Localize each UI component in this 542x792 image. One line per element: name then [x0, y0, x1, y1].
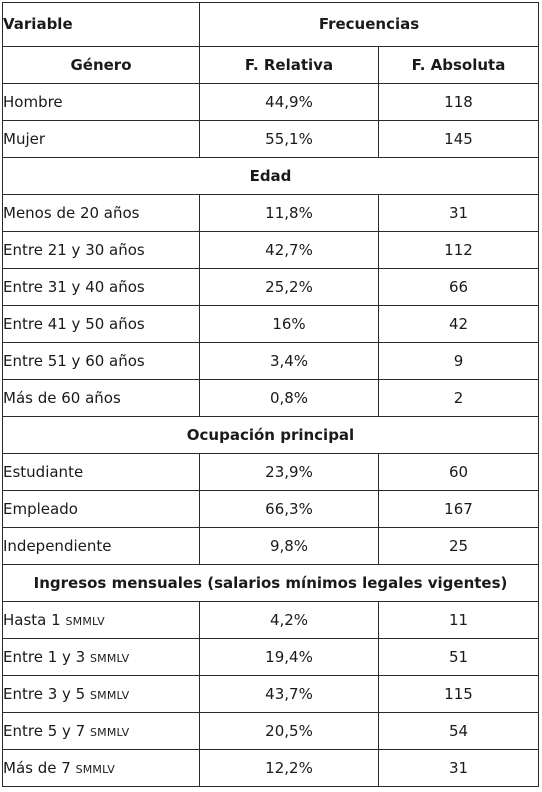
col-relativa-header: F. Relativa [199, 46, 379, 84]
row-absoluta: 112 [378, 231, 539, 269]
row-label: Independiente [2, 527, 200, 565]
header-row: Variable Frecuencias [2, 2, 539, 47]
row-relativa: 43,7% [199, 675, 379, 713]
unit-label: SMMLV [89, 725, 130, 739]
table-row: Entre 5 y 7 SMMLV 20,5% 54 [2, 712, 539, 750]
row-label: Entre 21 y 30 años [2, 231, 200, 269]
col-absoluta-header: F. Absoluta [378, 46, 539, 84]
row-absoluta: 9 [378, 342, 539, 380]
row-absoluta: 51 [378, 638, 539, 676]
row-label: Menos de 20 años [2, 194, 200, 232]
row-label: Más de 7 [3, 758, 71, 777]
row-label-cell: Entre 5 y 7 SMMLV [2, 712, 200, 750]
table-row: Entre 51 y 60 años 3,4% 9 [2, 342, 539, 380]
row-absoluta: 60 [378, 453, 539, 491]
table-row: Entre 31 y 40 años 25,2% 66 [2, 268, 539, 306]
row-relativa: 19,4% [199, 638, 379, 676]
row-label: Mujer [2, 120, 200, 158]
row-absoluta: 145 [378, 120, 539, 158]
row-absoluta: 66 [378, 268, 539, 306]
row-absoluta: 31 [378, 194, 539, 232]
unit-label: SMMLV [89, 651, 130, 665]
variable-header: Variable [2, 2, 200, 47]
edad-title: Edad [2, 157, 539, 195]
table-row: Hombre 44,9% 118 [2, 83, 539, 121]
row-label: Entre 3 y 5 [3, 684, 86, 703]
row-relativa: 55,1% [199, 120, 379, 158]
row-label: Entre 5 y 7 [3, 721, 86, 740]
row-label: Entre 41 y 50 años [2, 305, 200, 343]
table-row: Entre 1 y 3 SMMLV 19,4% 51 [2, 638, 539, 676]
row-relativa: 20,5% [199, 712, 379, 750]
table-row: Hasta 1 SMMLV 4,2% 11 [2, 601, 539, 639]
row-label: Entre 51 y 60 años [2, 342, 200, 380]
table-row: Estudiante 23,9% 60 [2, 453, 539, 491]
row-absoluta: 118 [378, 83, 539, 121]
row-relativa: 0,8% [199, 379, 379, 417]
row-label-cell: Entre 1 y 3 SMMLV [2, 638, 200, 676]
row-label: Entre 31 y 40 años [2, 268, 200, 306]
table-row: Entre 41 y 50 años 16% 42 [2, 305, 539, 343]
table-row: Independiente 9,8% 25 [2, 527, 539, 565]
row-absoluta: 167 [378, 490, 539, 528]
row-relativa: 25,2% [199, 268, 379, 306]
table-row: Entre 3 y 5 SMMLV 43,7% 115 [2, 675, 539, 713]
row-absoluta: 115 [378, 675, 539, 713]
row-relativa: 44,9% [199, 83, 379, 121]
row-label: Entre 1 y 3 [3, 647, 86, 666]
row-absoluta: 54 [378, 712, 539, 750]
unit-label: SMMLV [89, 688, 130, 702]
row-relativa: 66,3% [199, 490, 379, 528]
row-label-cell: Hasta 1 SMMLV [2, 601, 200, 639]
row-absoluta: 2 [378, 379, 539, 417]
row-relativa: 3,4% [199, 342, 379, 380]
row-relativa: 23,9% [199, 453, 379, 491]
row-relativa: 4,2% [199, 601, 379, 639]
row-label: Más de 60 años [2, 379, 200, 417]
table-row: Empleado 66,3% 167 [2, 490, 539, 528]
genero-title: Género [2, 46, 200, 84]
row-relativa: 42,7% [199, 231, 379, 269]
table-row: Menos de 20 años 11,8% 31 [2, 194, 539, 232]
table-row: Mujer 55,1% 145 [2, 120, 539, 158]
row-absoluta: 42 [378, 305, 539, 343]
row-label: Empleado [2, 490, 200, 528]
row-label: Hasta 1 [3, 610, 61, 629]
row-label-cell: Entre 3 y 5 SMMLV [2, 675, 200, 713]
unit-label: SMMLV [65, 614, 105, 628]
row-label-cell: Más de 7 SMMLV [2, 749, 200, 787]
frecuencias-header: Frecuencias [199, 2, 539, 47]
row-absoluta: 11 [378, 601, 539, 639]
table-row: Entre 21 y 30 años 42,7% 112 [2, 231, 539, 269]
row-absoluta: 25 [378, 527, 539, 565]
genero-header-row: Género F. Relativa F. Absoluta [2, 46, 539, 84]
table-row: Más de 60 años 0,8% 2 [2, 379, 539, 417]
row-relativa: 9,8% [199, 527, 379, 565]
edad-section-row: Edad [2, 157, 539, 195]
row-label: Hombre [2, 83, 200, 121]
table-row: Más de 7 SMMLV 12,2% 31 [2, 749, 539, 787]
row-label: Estudiante [2, 453, 200, 491]
unit-label: SMMLV [75, 762, 115, 776]
ocupacion-title: Ocupación principal [2, 416, 539, 454]
row-relativa: 16% [199, 305, 379, 343]
row-relativa: 11,8% [199, 194, 379, 232]
row-absoluta: 31 [378, 749, 539, 787]
ingresos-section-row: Ingresos mensuales (salarios mínimos leg… [2, 564, 539, 602]
ingresos-title: Ingresos mensuales (salarios mínimos leg… [2, 564, 539, 602]
ocupacion-section-row: Ocupación principal [2, 416, 539, 454]
row-relativa: 12,2% [199, 749, 379, 787]
